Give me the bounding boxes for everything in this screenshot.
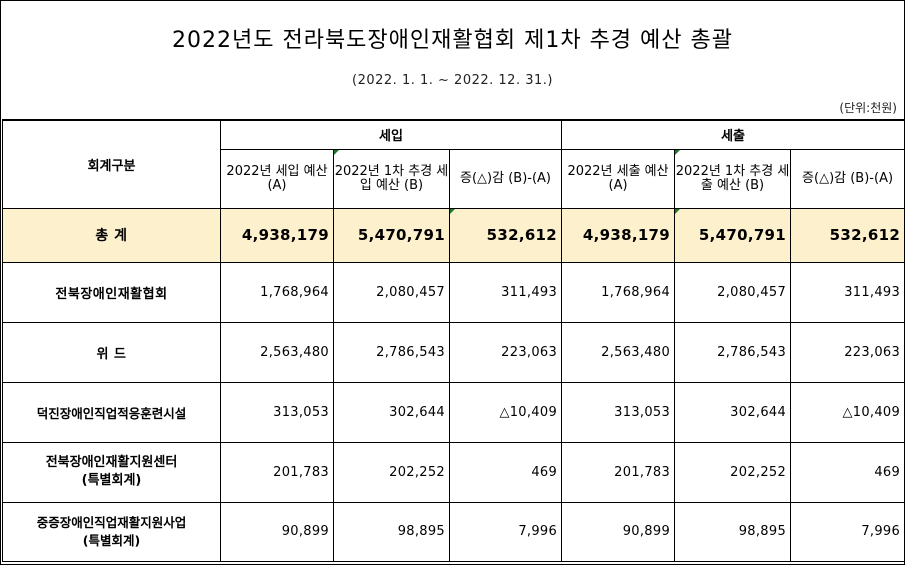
rev-diff-header: 증(△)감 (B)-(A) (448, 148, 563, 209)
row-label-sub: (특별회계) (81, 473, 142, 488)
header-row-top: 회계구분 세입 세출 (2, 119, 905, 209)
budget-summary-table: 회계구분 세입 세출 2022년 세입 예산(A) 2022년 1차 추경 세입… (2, 119, 905, 562)
exp-diff-header: 증(△)감 (B)-(A) (790, 148, 905, 209)
rev-budget-cell: 313,053 (220, 381, 334, 443)
exp-budget-cell: 2,563,480 (561, 321, 676, 383)
exp-budget-cell: 313,053 (561, 381, 676, 443)
row-label: 중증장애인직업재활지원사업 (특별회계) (2, 501, 221, 562)
header-row-sub: 2022년 세입 예산(A) 2022년 1차 추경 세입 예산 (B) 증(△… (3, 148, 905, 209)
table-row: 중증장애인직업재활지원사업 (특별회계) 90,899 98,895 7,996… (2, 501, 905, 562)
table-row: 전북장애인재활지원센터 (특별회계) 201,783 202,252 469 2… (2, 441, 905, 503)
exp-supp-cell: 202,252 (674, 441, 792, 503)
exp-diff-cell: 223,063 (790, 321, 905, 383)
exp-supp-cell: 98,895 (674, 501, 792, 562)
row-label-main: 전북장애인재활지원센터 (45, 455, 178, 470)
rev-budget-cell: 90,899 (220, 501, 334, 562)
table-row-total: 총 계 4,938,179 5,470,791 532,612 4,938,17… (2, 207, 905, 263)
exp-supp-header: 2022년 1차 추경 세출 예산 (B) (674, 148, 792, 209)
rev-supp-cell: 202,252 (333, 441, 450, 503)
exp-supp-cell: 2,786,543 (674, 321, 792, 383)
row-label: 전북장애인재활지원센터 (특별회계) (2, 441, 221, 503)
exp-diff-cell: 7,996 (790, 501, 905, 562)
rev-budget-cell: 201,783 (220, 441, 334, 503)
rev-supp-cell: 302,644 (333, 381, 450, 443)
exp-diff-cell: △10,409 (790, 381, 905, 443)
page-title: 2022년도 전라북도장애인재활협회 제1차 추경 예산 총괄 (172, 28, 733, 53)
row-label: 덕진장애인직업적응훈련시설 (2, 381, 221, 443)
row-label-main: 중증장애인직업재활지원사업 (36, 514, 187, 530)
table-row: 덕진장애인직업적응훈련시설 313,053 302,644 △10,409 31… (2, 381, 905, 443)
rev-budget-cell: 2,563,480 (220, 321, 334, 383)
exp-supp-cell: 302,644 (674, 381, 792, 443)
exp-diff-cell: 311,493 (790, 261, 905, 323)
expenditure-header: 세출 (561, 119, 905, 150)
rev-supp-cell: 2,786,543 (333, 321, 450, 383)
rev-supp-cell: 5,470,791 (333, 207, 450, 263)
row-label: 전북장애인재활협회 (2, 261, 221, 323)
fiscal-period: (2022. 1. 1. ~ 2022. 12. 31.) (352, 73, 553, 88)
rev-budget-cell: 4,938,179 (220, 207, 334, 263)
exp-budget-cell: 4,938,179 (561, 207, 676, 263)
rev-diff-cell: 7,996 (448, 501, 563, 562)
row-label: 총 계 (2, 207, 221, 263)
rev-supp-cell: 2,080,457 (333, 261, 450, 323)
exp-supp-cell: 5,470,791 (674, 207, 792, 263)
exp-diff-cell: 469 (790, 441, 905, 503)
exp-budget-header: 2022년 세출 예산(A) (561, 148, 676, 209)
row-label-sub: (특별회계) (82, 532, 141, 548)
exp-budget-cell: 90,899 (561, 501, 676, 562)
exp-supp-cell: 2,080,457 (674, 261, 792, 323)
exp-budget-cell: 1,768,964 (561, 261, 676, 323)
rev-diff-cell: 469 (448, 441, 563, 503)
rev-diff-cell: △10,409 (448, 381, 563, 443)
rev-supp-cell: 98,895 (333, 501, 450, 562)
rev-diff-cell: 223,063 (448, 321, 563, 383)
revenue-header: 세입 (219, 119, 563, 150)
rev-budget-header: 2022년 세입 예산(A) (220, 148, 334, 209)
table-row: 위 드 2,563,480 2,786,543 223,063 2,563,48… (2, 321, 905, 383)
exp-budget-cell: 201,783 (561, 441, 676, 503)
exp-diff-cell: 532,612 (790, 207, 905, 263)
row-label: 위 드 (2, 321, 221, 383)
rev-diff-cell: 311,493 (448, 261, 563, 323)
rev-budget-cell: 1,768,964 (220, 261, 334, 323)
rev-diff-cell: 532,612 (448, 207, 563, 263)
unit-label: (단위:천원) (839, 101, 897, 115)
rev-supp-header: 2022년 1차 추경 세입 예산 (B) (333, 148, 450, 209)
category-header: 회계구분 (2, 119, 221, 209)
table-row: 전북장애인재활협회 1,768,964 2,080,457 311,493 1,… (2, 261, 905, 323)
